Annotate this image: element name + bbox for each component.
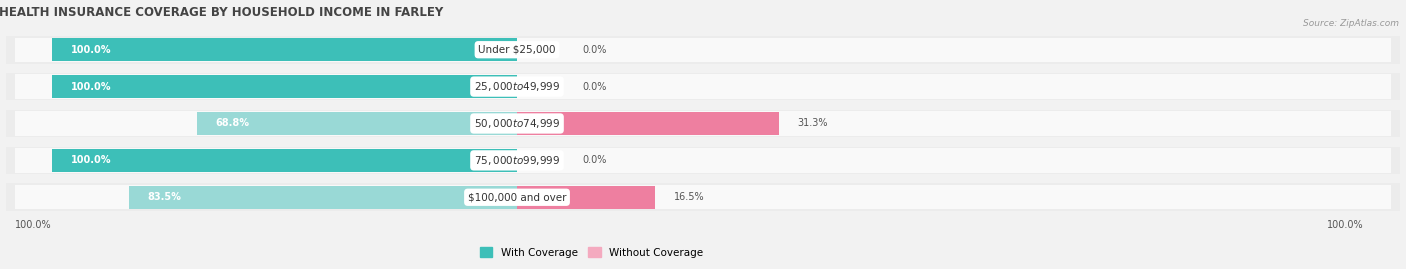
Bar — [15, 75, 1391, 99]
Text: 100.0%: 100.0% — [70, 45, 111, 55]
Text: 0.0%: 0.0% — [582, 155, 606, 165]
Text: 68.8%: 68.8% — [215, 118, 250, 129]
Text: $25,000 to $49,999: $25,000 to $49,999 — [474, 80, 560, 93]
Bar — [15, 185, 1391, 210]
Text: 16.5%: 16.5% — [673, 192, 704, 202]
Text: 0.0%: 0.0% — [582, 45, 606, 55]
Text: 0.0%: 0.0% — [582, 82, 606, 92]
Text: 100.0%: 100.0% — [15, 220, 52, 230]
Bar — [129, 186, 517, 209]
Text: 83.5%: 83.5% — [148, 192, 181, 202]
Bar — [15, 38, 1391, 62]
Legend: With Coverage, Without Coverage: With Coverage, Without Coverage — [475, 243, 707, 262]
Text: HEALTH INSURANCE COVERAGE BY HOUSEHOLD INCOME IN FARLEY: HEALTH INSURANCE COVERAGE BY HOUSEHOLD I… — [0, 6, 443, 19]
Bar — [15, 148, 1391, 172]
Text: 100.0%: 100.0% — [70, 155, 111, 165]
Bar — [6, 36, 1400, 63]
Bar — [15, 111, 1391, 136]
Text: Source: ZipAtlas.com: Source: ZipAtlas.com — [1303, 19, 1399, 28]
Text: 31.3%: 31.3% — [797, 118, 828, 129]
Bar — [52, 38, 517, 61]
Text: $100,000 and over: $100,000 and over — [468, 192, 567, 202]
Text: $50,000 to $74,999: $50,000 to $74,999 — [474, 117, 560, 130]
Bar — [52, 75, 517, 98]
Text: 100.0%: 100.0% — [1327, 220, 1364, 230]
Text: $75,000 to $99,999: $75,000 to $99,999 — [474, 154, 560, 167]
Bar — [197, 112, 517, 135]
Text: 100.0%: 100.0% — [70, 82, 111, 92]
Text: Under $25,000: Under $25,000 — [478, 45, 555, 55]
Bar — [6, 147, 1400, 174]
Bar — [52, 149, 517, 172]
Bar — [6, 183, 1400, 211]
Bar — [517, 112, 779, 135]
Bar — [517, 186, 655, 209]
Bar — [6, 110, 1400, 137]
Bar — [6, 73, 1400, 100]
